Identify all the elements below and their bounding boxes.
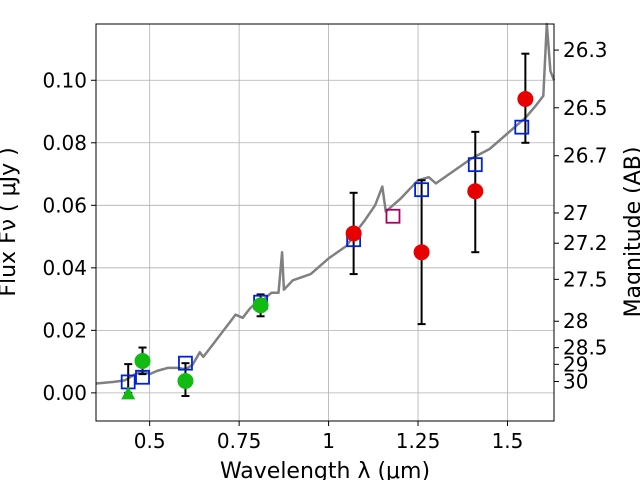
- y-axis-title: Flux Fν ( μJy ): [0, 147, 21, 296]
- y2-tick-label: 26.7: [563, 144, 608, 168]
- y2-tick-label: 28.5: [563, 336, 608, 360]
- x-tick-label: 1.5: [492, 429, 524, 453]
- y2-tick-label: 27.2: [563, 231, 608, 255]
- y2-tick-label: 26.5: [563, 96, 608, 120]
- y-tick-label: 0.06: [42, 193, 87, 217]
- y2-tick-label: 27: [563, 201, 588, 225]
- x-tick-label: 0.5: [134, 429, 166, 453]
- y2-axis-title: Magnitude (AB): [621, 147, 640, 318]
- x-tick-label: 1: [322, 429, 335, 453]
- y-tick-label: 0.10: [42, 68, 87, 92]
- circle-marker: [177, 372, 194, 389]
- data-series-group: [95, 22, 556, 400]
- y2-tick-label: 30: [563, 370, 588, 394]
- x-axis-title: Wavelength λ (μm): [220, 459, 430, 480]
- x-tick-label: 1.25: [396, 429, 441, 453]
- circle-marker: [413, 244, 430, 261]
- circle-marker: [517, 91, 534, 108]
- circle-marker: [467, 183, 484, 200]
- square-marker: [135, 369, 150, 385]
- triangle-marker: [121, 386, 136, 400]
- y-tick-label: 0.02: [42, 318, 87, 342]
- circle-marker: [345, 225, 362, 242]
- plot-area: [95, 22, 556, 400]
- axis-ticks: 0.5 0.75 1 1.25 1.5 0.00 0.02 0.04 0.06 0.08 0.10 2…: [42, 38, 607, 453]
- circle-marker: [252, 297, 269, 314]
- square-marker: [414, 182, 430, 198]
- square-marker: [467, 157, 483, 173]
- y2-tick-label: 29: [563, 352, 588, 376]
- y2-tick-label: 26.3: [563, 38, 608, 62]
- plot-frame: [95, 23, 555, 422]
- y-tick-label: 0.08: [42, 131, 87, 155]
- square-marker: [514, 119, 530, 135]
- y-tick-label: 0.00: [42, 381, 87, 405]
- grid: [96, 24, 554, 421]
- square-marker: [385, 208, 401, 224]
- y2-tick-label: 28: [563, 309, 588, 333]
- spectrum-line: [95, 22, 556, 385]
- square-marker: [178, 355, 193, 371]
- circle-marker: [134, 352, 151, 369]
- y-tick-label: 0.04: [42, 256, 87, 280]
- x-tick-label: 0.75: [217, 429, 262, 453]
- y2-tick-label: 27.5: [563, 267, 608, 291]
